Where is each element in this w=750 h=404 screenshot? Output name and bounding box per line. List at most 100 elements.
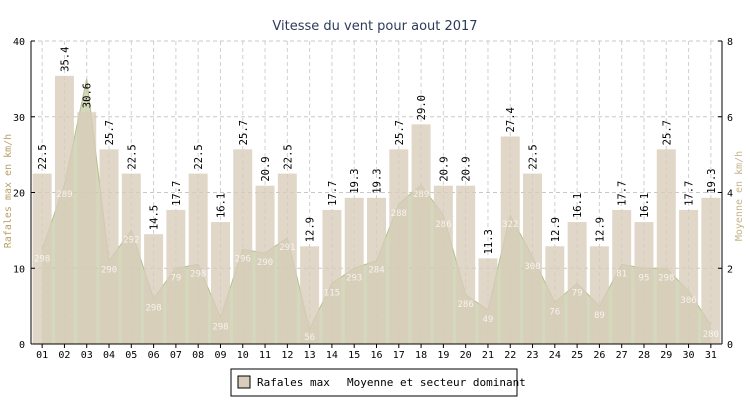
x-tick-label: 21 xyxy=(482,350,494,361)
bar-14 xyxy=(322,209,342,344)
sector-label: 81 xyxy=(616,269,627,279)
sector-label: 95 xyxy=(639,273,650,283)
bar-07 xyxy=(166,209,186,344)
value-label: 19.3 xyxy=(706,169,718,194)
value-label: 14.5 xyxy=(149,205,161,230)
bar-11 xyxy=(255,185,275,344)
value-label: 25.7 xyxy=(661,120,673,145)
y2-axis-label: Moyenne en km/h xyxy=(734,151,745,241)
sector-label: 298 xyxy=(145,304,161,314)
value-label: 29.0 xyxy=(416,95,428,120)
value-label: 35.4 xyxy=(59,47,71,72)
y-tick-label: 40 xyxy=(13,37,25,48)
value-label: 17.7 xyxy=(684,181,696,206)
y-tick-label: 30 xyxy=(13,113,25,124)
legend: Rafales max Moyenne et secteur dominant xyxy=(230,368,526,397)
value-label: 17.7 xyxy=(327,181,339,206)
value-label: 25.7 xyxy=(104,120,116,145)
sector-label: 79 xyxy=(572,288,583,298)
value-label: 22.5 xyxy=(126,144,138,169)
x-tick-label: 17 xyxy=(393,350,405,361)
value-label: 25.7 xyxy=(394,120,406,145)
bar-06 xyxy=(144,234,164,344)
sector-label: 298 xyxy=(34,254,50,264)
value-label: 22.5 xyxy=(282,144,294,169)
bar-03 xyxy=(77,112,97,344)
sector-labels: 298 289 290 292 298 79 298 298 296 290 291 56 115 293… xyxy=(34,190,719,343)
sector-label: 291 xyxy=(279,243,295,253)
value-label: 12.9 xyxy=(550,217,562,242)
value-label: 20.9 xyxy=(461,156,473,181)
sector-label: 290 xyxy=(101,266,117,276)
x-tick-label: 04 xyxy=(103,350,115,361)
value-label: 16.1 xyxy=(215,193,227,218)
sector-label: 300 xyxy=(524,262,540,272)
legend-label-gusts: Rafales max xyxy=(257,376,330,389)
x-tick-label: 31 xyxy=(705,350,717,361)
sector-label: 306 xyxy=(680,296,696,306)
x-tick-label: 18 xyxy=(415,350,427,361)
x-tick-label: 29 xyxy=(660,350,672,361)
y-tick-label: 10 xyxy=(13,264,25,275)
x-tick-label: 15 xyxy=(348,350,360,361)
value-label: 20.9 xyxy=(438,156,450,181)
bar-28 xyxy=(634,222,654,344)
x-tick-label: 09 xyxy=(214,350,226,361)
sector-label: 280 xyxy=(703,330,719,340)
x-tick-label: 24 xyxy=(549,350,561,361)
bar-10 xyxy=(233,149,253,344)
bar-25 xyxy=(567,222,587,344)
bar-05 xyxy=(121,173,141,344)
y2-tick-label: 8 xyxy=(727,37,733,48)
bars xyxy=(32,75,721,344)
bar-26 xyxy=(589,246,609,344)
x-tick-label: 22 xyxy=(504,350,516,361)
x-tick-label: 30 xyxy=(683,350,695,361)
bar-29 xyxy=(656,149,676,344)
y-tick-label: 20 xyxy=(13,189,25,200)
x-tick-label: 13 xyxy=(304,350,316,361)
bar-19 xyxy=(433,185,453,344)
bar-22 xyxy=(500,136,520,344)
x-tick-label: 26 xyxy=(593,350,605,361)
sector-label: 79 xyxy=(170,273,181,283)
legend-swatch-gusts xyxy=(237,375,251,389)
bar-20 xyxy=(456,185,476,344)
bar-23 xyxy=(523,173,543,344)
value-label: 17.7 xyxy=(617,181,629,206)
x-tick-label: 23 xyxy=(527,350,539,361)
y-tick-label: 0 xyxy=(19,340,25,351)
sector-label: 115 xyxy=(324,288,340,298)
bar-21 xyxy=(478,258,498,344)
bar-30 xyxy=(679,209,699,344)
sector-label: 293 xyxy=(346,273,362,283)
value-label: 17.7 xyxy=(171,181,183,206)
sector-label: 56 xyxy=(304,333,315,343)
x-tick-label: 10 xyxy=(237,350,249,361)
sector-label: 49 xyxy=(483,315,494,325)
x-tick-label: 01 xyxy=(36,350,48,361)
sector-label: 298 xyxy=(212,322,228,332)
legend-box xyxy=(230,368,518,397)
y2-tick-label: 4 xyxy=(727,189,733,200)
x-tick-label: 16 xyxy=(370,350,382,361)
x-tick-label: 27 xyxy=(616,350,628,361)
sector-label: 322 xyxy=(502,220,518,230)
value-label: 16.1 xyxy=(639,193,651,218)
bar-15 xyxy=(344,197,364,344)
x-tick-label: 03 xyxy=(81,350,93,361)
sector-label: 288 xyxy=(391,209,407,219)
value-label: 12.9 xyxy=(594,217,606,242)
value-label: 27.4 xyxy=(505,107,517,132)
bar-27 xyxy=(612,209,632,344)
bar-04 xyxy=(99,149,119,344)
sector-label: 298 xyxy=(658,273,674,283)
y2-tick-label: 2 xyxy=(727,264,733,275)
value-label: 16.1 xyxy=(572,193,584,218)
bar-16 xyxy=(367,197,386,344)
bar-01 xyxy=(32,173,52,344)
value-label: 22.5 xyxy=(193,144,205,169)
